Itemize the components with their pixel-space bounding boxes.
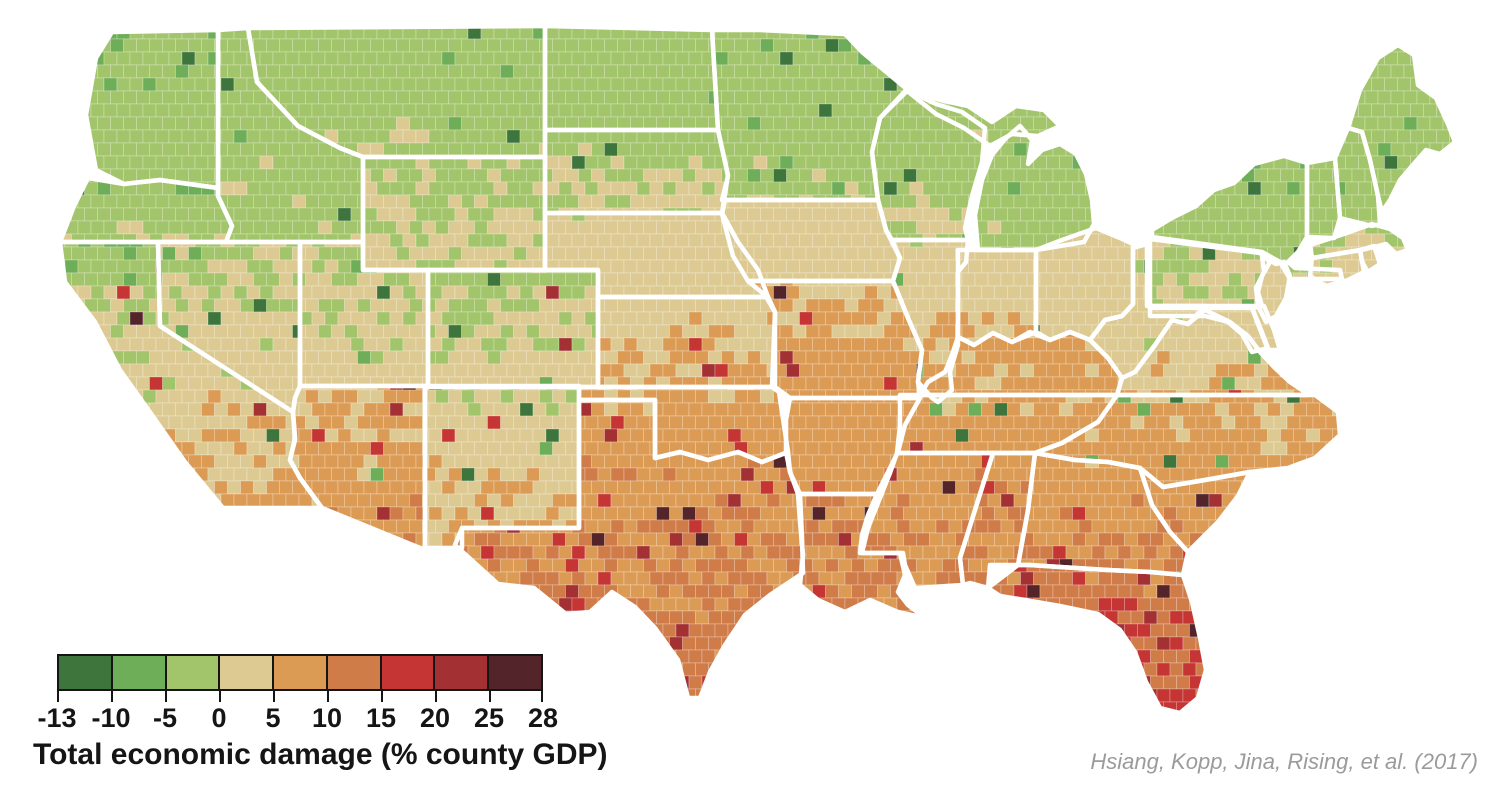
state-vt-outline — [1304, 155, 1343, 241]
state-in-counties — [958, 250, 1036, 345]
state-wi-outline — [869, 87, 988, 243]
legend-tick-mark — [489, 691, 491, 702]
state-mi-outline — [903, 87, 1063, 149]
legend-tick-label: -5 — [152, 703, 178, 733]
legend-swatch-3 — [218, 656, 273, 689]
legend-tick-mark — [111, 691, 113, 702]
legend-title: Total economic damage (% county GDP) — [33, 738, 608, 771]
legend-tick-mark — [165, 691, 167, 702]
legend-label-row: -13 -10 -5 0 5 10 15 20 25 28 — [37, 703, 558, 735]
state-ks-counties — [598, 297, 775, 387]
legend-colorbar — [57, 654, 543, 691]
legend-tick-mark — [273, 691, 275, 702]
legend-tick-mark — [381, 691, 383, 702]
legend-swatch-2 — [164, 656, 219, 689]
citation-text: Hsiang, Kopp, Jina, Rising, et al. (2017… — [1090, 749, 1478, 774]
legend-swatch-5 — [325, 656, 380, 689]
state-de-outline — [1249, 303, 1283, 353]
legend-tick-mark — [57, 691, 59, 702]
state-il-outline — [889, 237, 971, 405]
legend-tick-label: 15 — [365, 703, 397, 733]
legend-tick-label: 5 — [265, 703, 281, 733]
legend-tick-mark — [435, 691, 437, 702]
state-wa-counties — [86, 30, 218, 188]
legend-tick-row — [57, 691, 543, 703]
us-choropleth-map — [60, 26, 1458, 716]
state-wy-counties — [363, 157, 545, 270]
state-nm-counties — [425, 386, 579, 547]
state-co-counties — [428, 270, 598, 387]
legend-swatch-8 — [487, 656, 542, 689]
legend-tick-mark — [219, 691, 221, 702]
state-me-outline — [1345, 42, 1458, 215]
legend-tick-label: 28 — [527, 703, 559, 733]
legend-swatch-6 — [379, 656, 434, 689]
legend-tick-label: 20 — [419, 703, 451, 733]
state-ma-outline — [1307, 221, 1411, 261]
state-tx-outline — [452, 397, 806, 701]
state-nc-outline — [1032, 392, 1343, 490]
state-nj-outline — [1253, 253, 1293, 325]
state-la-outline — [795, 491, 928, 621]
legend-tick-mark — [327, 691, 329, 702]
state-ga-counties — [1018, 453, 1188, 575]
state-sd-counties — [545, 130, 728, 213]
legend-tick-label: -13 — [37, 703, 77, 733]
state-fl-counties — [988, 565, 1206, 713]
legend-swatch-4 — [272, 656, 326, 689]
legend-tick-label: -10 — [91, 703, 131, 733]
legend-tick-mark — [541, 691, 543, 702]
legend: -13 -10 -5 0 5 10 15 20 25 28 Total economic dama… — [33, 654, 608, 772]
legend-tick-label: 10 — [311, 703, 343, 733]
legend-swatch-7 — [433, 656, 488, 689]
state-nd-counties — [545, 26, 718, 130]
legend-swatch-1 — [110, 656, 165, 689]
legend-tick-label: 0 — [211, 703, 227, 733]
state-fl-outline — [985, 562, 1209, 716]
state-az-counties — [290, 386, 425, 550]
legend-tick-label: 25 — [473, 703, 505, 733]
legend-swatch-0 — [59, 656, 111, 689]
